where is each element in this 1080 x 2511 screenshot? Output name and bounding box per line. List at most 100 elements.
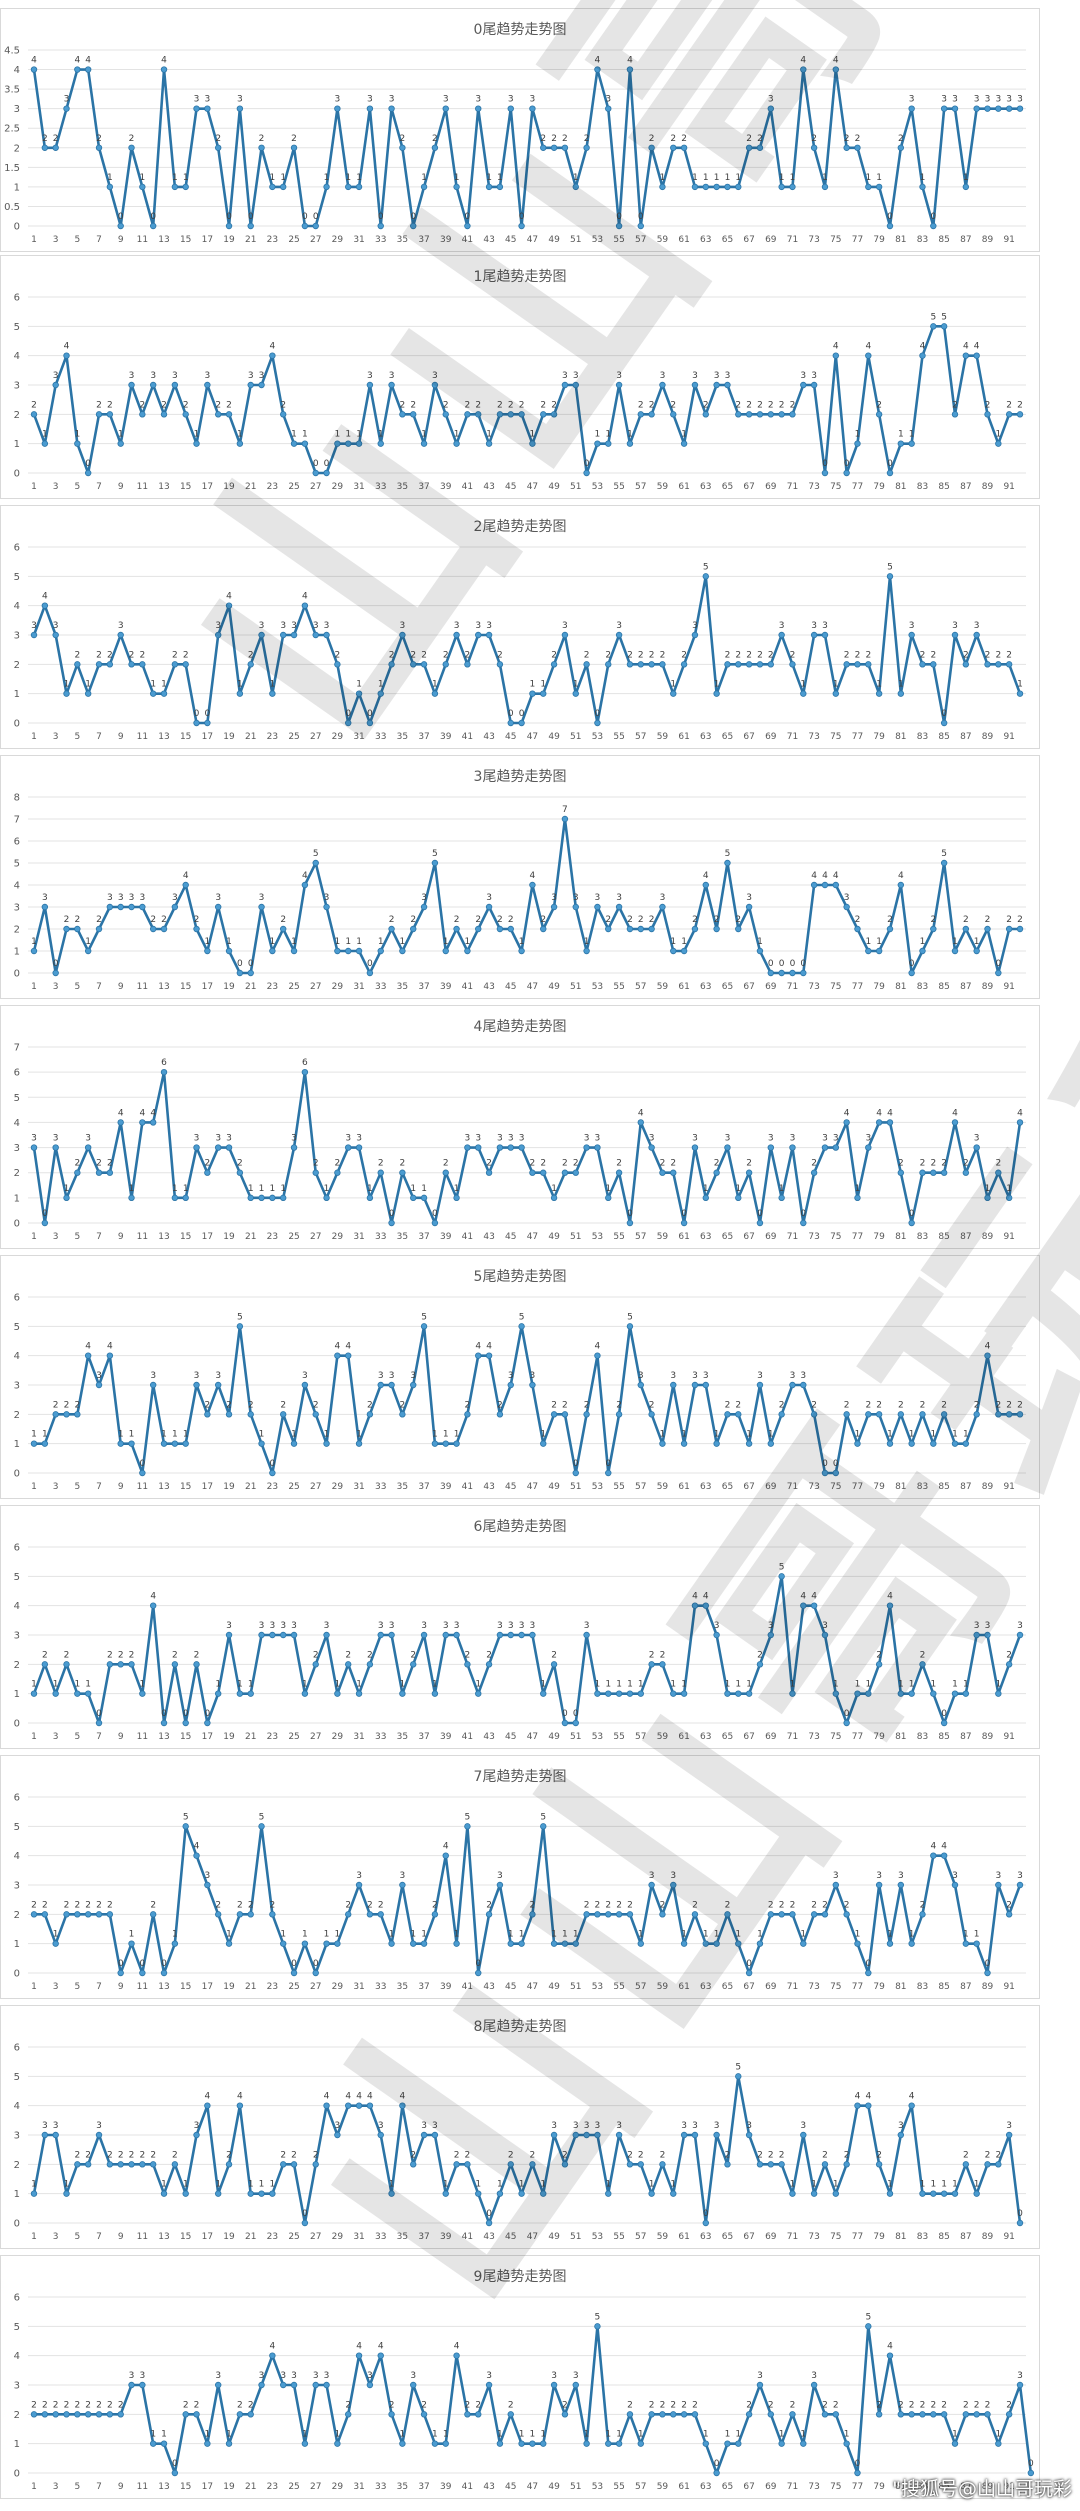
x-tick-label: 79 — [873, 732, 885, 742]
x-tick-label: 73 — [808, 1482, 819, 1492]
data-label: 4 — [865, 2092, 871, 2102]
x-tick-label: 3 — [53, 1982, 59, 1992]
data-label: 4 — [952, 1108, 958, 1118]
x-tick-label: 81 — [895, 1732, 906, 1742]
data-label: 1 — [681, 1430, 687, 1440]
data-point — [214, 2190, 222, 2197]
data-point — [680, 947, 688, 955]
data-point — [442, 2190, 449, 2197]
data-point — [995, 105, 1002, 112]
data-point — [778, 1194, 785, 1202]
data-point — [258, 1823, 265, 1830]
data-point — [149, 2161, 157, 2168]
data-label: 2 — [400, 1159, 406, 1169]
data-label: 1 — [194, 430, 200, 440]
data-label: 2 — [757, 2150, 763, 2160]
data-label: 2 — [540, 1159, 546, 1169]
data-label: 2 — [985, 400, 991, 410]
data-point — [648, 2190, 655, 2197]
x-tick-label: 29 — [332, 982, 344, 992]
data-point — [160, 1969, 168, 1977]
data-label: 4 — [356, 2092, 362, 2102]
x-tick-label: 53 — [592, 1732, 603, 1742]
x-tick-label: 55 — [613, 482, 624, 492]
x-tick-label: 81 — [895, 1982, 906, 1992]
data-label: 3 — [400, 1871, 406, 1881]
data-label: 3 — [389, 95, 395, 105]
data-label: 0 — [270, 1459, 276, 1469]
x-tick-label: 11 — [137, 1732, 148, 1742]
data-point — [962, 1690, 970, 1697]
data-point — [810, 1169, 818, 1176]
data-label: 0 — [703, 2209, 709, 2219]
data-point — [908, 105, 915, 112]
data-point — [572, 1469, 579, 1477]
x-tick-label: 75 — [830, 482, 841, 492]
data-point — [485, 631, 493, 639]
data-label: 1 — [356, 680, 362, 690]
data-label: 1 — [324, 173, 330, 183]
data-label: 5 — [595, 2312, 601, 2322]
data-point — [420, 1940, 428, 1947]
data-label: 2 — [270, 1900, 276, 1910]
data-point — [594, 1144, 601, 1151]
data-label: 2 — [1006, 2400, 1012, 2410]
x-tick-label: 71 — [787, 2232, 798, 2242]
data-point — [540, 144, 547, 151]
data-point — [258, 1631, 265, 1639]
data-point — [366, 1194, 374, 1202]
data-point — [821, 1469, 829, 1477]
y-tick-label: 1 — [14, 439, 20, 450]
data-label: 2 — [844, 2150, 850, 2160]
data-point — [377, 1911, 384, 1918]
data-label: 5 — [930, 312, 936, 322]
data-point — [637, 222, 644, 230]
x-tick-label: 85 — [938, 2482, 949, 2492]
x-tick-label: 29 — [332, 1732, 344, 1742]
data-label: 1 — [660, 173, 666, 183]
x-tick-label: 23 — [267, 1982, 278, 1992]
x-tick-label: 77 — [852, 1732, 863, 1742]
data-label: 3 — [497, 1134, 503, 1144]
data-point — [605, 1194, 612, 1202]
data-point — [258, 903, 265, 911]
data-label: 5 — [735, 2062, 741, 2072]
data-point — [247, 969, 254, 977]
data-point — [1016, 1119, 1024, 1126]
data-point — [247, 1690, 254, 1697]
data-label: 2 — [475, 2400, 481, 2410]
data-label: 3 — [551, 2371, 557, 2381]
data-label: 2 — [85, 1900, 91, 1910]
y-tick-label: 2 — [14, 660, 20, 671]
data-point — [1005, 661, 1013, 668]
data-label: 1 — [822, 173, 828, 183]
x-tick-label: 83 — [917, 235, 928, 245]
data-label: 1 — [551, 1184, 557, 1194]
data-label: 4 — [530, 871, 536, 881]
data-point — [875, 1119, 883, 1126]
x-tick-label: 47 — [527, 1982, 538, 1992]
data-point — [301, 1381, 309, 1389]
data-point — [301, 222, 309, 230]
data-point — [680, 1440, 688, 1447]
chart-title: 0尾趋势走势图 — [474, 22, 567, 38]
data-point — [280, 411, 287, 418]
data-point — [74, 925, 81, 933]
data-label: 2 — [909, 2400, 915, 2410]
data-label: 5 — [540, 1812, 546, 1822]
data-label: 1 — [465, 937, 471, 947]
data-label: 0 — [486, 2209, 492, 2219]
data-point — [63, 2411, 70, 2418]
data-label: 2 — [389, 915, 395, 925]
data-label: 3 — [53, 371, 59, 381]
data-label: 2 — [649, 400, 655, 410]
data-label: 1 — [31, 1430, 37, 1440]
data-label: 4 — [941, 1842, 947, 1852]
x-tick-label: 87 — [960, 732, 971, 742]
data-label: 2 — [280, 2150, 286, 2160]
data-label: 1 — [139, 173, 145, 183]
x-tick-label: 17 — [202, 1732, 213, 1742]
y-tick-label: 3 — [14, 1881, 20, 1892]
x-tick-label: 63 — [700, 235, 711, 245]
data-point — [908, 2102, 915, 2109]
